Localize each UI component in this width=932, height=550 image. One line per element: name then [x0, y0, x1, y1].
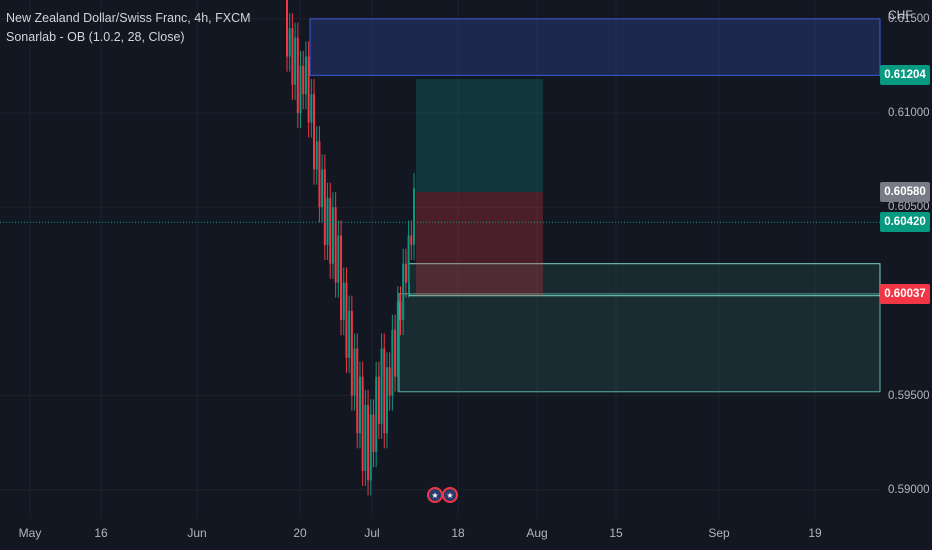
candle-body — [402, 263, 405, 321]
stop-loss-zone — [416, 192, 543, 296]
price-tag: 0.60420 — [880, 212, 930, 233]
candle-body — [350, 310, 353, 396]
candle-body — [326, 197, 329, 245]
price-axis-label: 0.60500 — [888, 201, 930, 214]
candle-body — [394, 329, 397, 377]
candle-body — [369, 414, 372, 481]
candle-body — [407, 235, 410, 283]
candle-body — [310, 94, 313, 123]
candle-body — [307, 56, 310, 123]
flag-nz-icon[interactable]: ★ — [442, 487, 458, 503]
time-axis-label: 19 — [808, 526, 822, 540]
time-axis-label: Jul — [364, 526, 380, 540]
price-axis-label: 0.61000 — [888, 107, 930, 120]
candle-body — [337, 235, 340, 283]
candle-body — [410, 235, 413, 245]
price-axis-label: 0.59500 — [888, 389, 930, 402]
candle-body — [321, 169, 324, 208]
candle-body — [291, 28, 294, 85]
candle-body — [391, 329, 394, 396]
candle-body — [315, 141, 318, 170]
price-axis-label: 0.59000 — [888, 483, 930, 496]
candle-body — [399, 301, 402, 321]
candle-body — [367, 404, 370, 481]
candle-body — [364, 404, 367, 471]
candle-body — [313, 94, 316, 170]
price-axis-label: 0.61500 — [888, 12, 930, 25]
candle-body — [296, 37, 299, 114]
candle-body — [340, 235, 343, 321]
candle-body — [361, 376, 364, 471]
currency-label: CHF — [888, 8, 913, 22]
candle-body — [404, 263, 407, 283]
time-axis-label: 15 — [609, 526, 623, 540]
demand-order-block-upper — [408, 263, 881, 297]
candle-body — [302, 65, 305, 95]
time-axis-label: May — [18, 526, 42, 540]
long-position-tool — [416, 79, 543, 296]
time-axis-label: Sep — [708, 526, 730, 540]
candle-body — [342, 282, 345, 321]
candle-body — [294, 37, 297, 85]
candle-body — [396, 301, 399, 377]
time-axis-label: 18 — [451, 526, 465, 540]
candle-body — [356, 348, 359, 434]
candle-body — [323, 169, 326, 245]
candle-body — [299, 65, 302, 114]
order-blocks — [309, 18, 881, 393]
candle-body — [372, 414, 375, 453]
candle-body — [413, 188, 415, 245]
price-tag: 0.61204 — [880, 64, 930, 85]
candle-body — [380, 348, 383, 424]
price-tag: 0.60580 — [880, 182, 930, 203]
take-profit-zone — [416, 79, 543, 193]
candle-body — [388, 367, 391, 396]
candle-body — [385, 367, 388, 434]
candle-body — [375, 376, 378, 453]
candle-body — [331, 207, 334, 264]
price-tag: 0.60037 — [880, 284, 930, 305]
candle-body — [358, 376, 361, 434]
candle-body — [329, 197, 332, 264]
supply-order-block — [309, 18, 881, 76]
time-axis-label: Aug — [526, 526, 548, 540]
candle-body — [318, 141, 321, 208]
flag-nz-icon[interactable]: ★ — [427, 487, 443, 503]
candle-body — [377, 376, 380, 424]
candle-body — [345, 282, 348, 358]
time-axis-label: 16 — [94, 526, 108, 540]
candle-body — [383, 348, 386, 434]
demand-order-block-lower — [398, 293, 881, 393]
candle-body — [334, 207, 337, 283]
candle-body — [348, 310, 351, 358]
candles — [286, 0, 415, 496]
candle-body — [286, 0, 288, 57]
time-axis-label: 20 — [293, 526, 307, 540]
candle-body — [304, 56, 307, 95]
candle-body — [288, 28, 291, 57]
candle-body — [353, 348, 356, 396]
time-axis-label: Jun — [187, 526, 207, 540]
